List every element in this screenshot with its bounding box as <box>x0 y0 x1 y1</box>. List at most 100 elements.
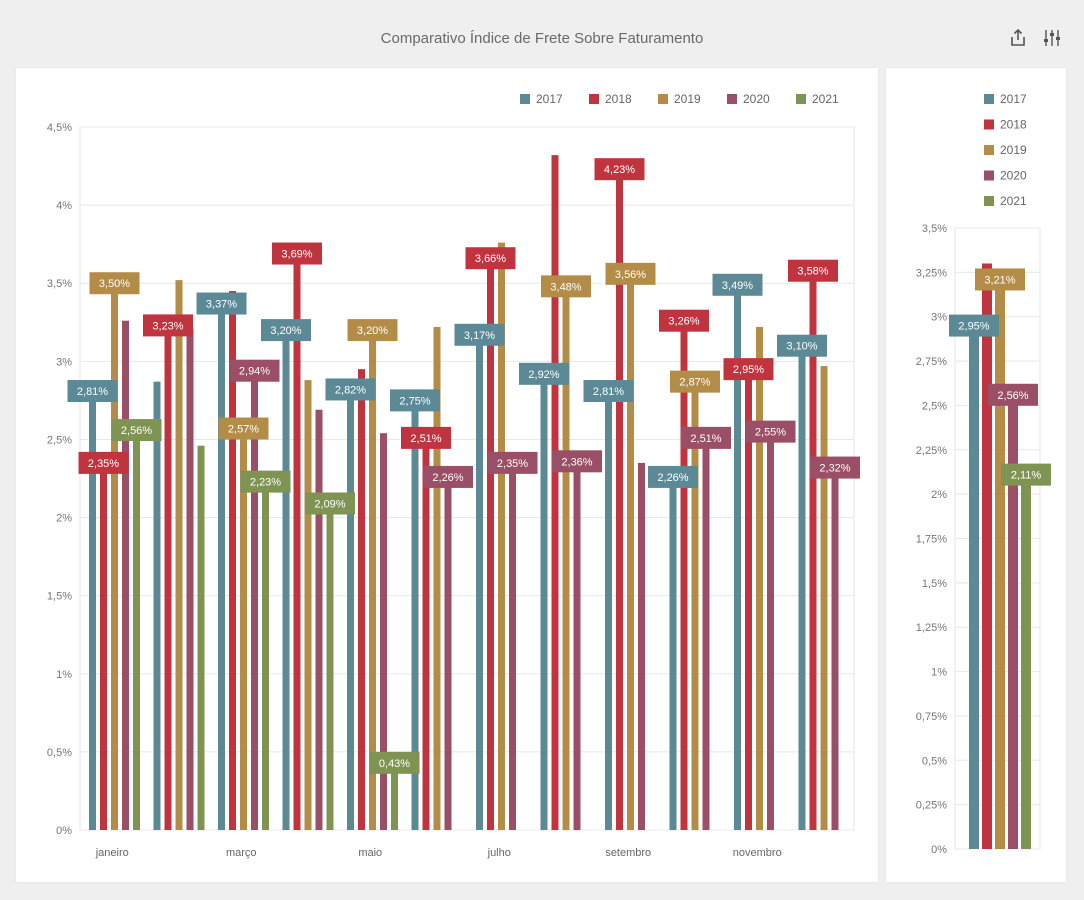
data-label: 2,87% <box>670 370 720 393</box>
y-tick-label: 2% <box>931 489 947 501</box>
y-tick-label: 0,75% <box>916 711 947 723</box>
bar-2017-março <box>218 303 225 830</box>
data-label-box <box>261 319 311 342</box>
total-bar-chart: 0% 0,25% 0,5% 0,75% 1% 1,25% 1,5% 1,75% 2% 2,25% 2… <box>916 92 1051 856</box>
data-label: 3,48% <box>541 275 591 298</box>
data-label-box <box>712 273 763 296</box>
bar-2021-março <box>262 481 269 830</box>
data-label: 2,95% <box>723 358 774 381</box>
bar-2020-janeiro <box>122 320 129 830</box>
bar-2019-março <box>240 428 247 830</box>
data-label: 2,51% <box>401 426 451 449</box>
data-label-box <box>218 417 269 440</box>
data-label-text: 3,26% <box>668 316 699 328</box>
data-label-text: 3,56% <box>615 269 646 281</box>
data-label-box <box>583 380 634 403</box>
bar-2017-janeiro <box>89 391 96 830</box>
data-label-text: 3,37% <box>206 299 237 311</box>
bar-2018-novembro <box>745 369 752 830</box>
data-label: 2,11% <box>1001 463 1051 486</box>
bar-2021-abril <box>326 503 334 830</box>
data-label-text: 3,20% <box>357 325 388 337</box>
bar-2017-agosto <box>540 373 548 830</box>
export-button[interactable] <box>1006 26 1030 50</box>
data-label-box <box>390 389 440 412</box>
data-label-text: 2,23% <box>250 477 281 489</box>
legend-swatch-2020 <box>727 94 737 104</box>
data-label: 2,55% <box>745 420 796 443</box>
bar-2020-total <box>1008 394 1018 849</box>
monthly-bar-chart: 0% 0,5% 1% 1,5% 2% 2,5% 3% 3,5% 4% 4,5% janeiro mar… <box>47 92 860 859</box>
data-label-box <box>487 451 538 474</box>
bar-2018-agosto <box>551 155 559 830</box>
data-label-box <box>975 268 1025 291</box>
x-tick-label: setembro <box>605 847 651 859</box>
y-tick-label: 0,5% <box>47 747 72 759</box>
data-label-text: 2,56% <box>121 425 152 437</box>
bar-2019-julho <box>498 242 505 831</box>
bar-2017-setembro <box>605 391 612 830</box>
bar-2018-março <box>229 291 236 830</box>
data-label-box <box>605 262 656 285</box>
y-tick-label: 3% <box>56 356 72 368</box>
data-label: 3,17% <box>454 323 505 346</box>
bar-2017-maio <box>347 389 354 830</box>
data-label-text: 2,87% <box>679 377 710 389</box>
data-label-box <box>648 465 698 488</box>
data-label-text: 0,43% <box>379 758 410 770</box>
y-tick-label: 2,25% <box>916 445 947 457</box>
data-label: 2,23% <box>240 470 291 493</box>
data-label-box <box>1001 463 1051 486</box>
y-tick-label: 3% <box>931 312 947 324</box>
data-label-box <box>325 378 376 401</box>
data-label-box <box>347 319 398 342</box>
data-label-box <box>305 492 355 515</box>
bar-2018-fevereiro <box>164 325 172 830</box>
x-tick-label: julho <box>487 847 511 859</box>
page-title: Comparativo Índice de Frete Sobre Fatura… <box>380 30 704 47</box>
bar-2018-setembro <box>616 169 623 830</box>
bar-2020-março <box>251 370 258 830</box>
bar-2018-junho <box>422 437 430 830</box>
data-label: 2,92% <box>519 362 569 385</box>
data-label-box <box>670 370 720 393</box>
data-label-box <box>196 292 247 315</box>
data-label-text: 2,56% <box>997 390 1028 402</box>
bar-2018-abril <box>293 253 301 831</box>
data-label-text: 3,58% <box>797 266 828 278</box>
data-label: 2,32% <box>810 456 860 479</box>
legend-label-2021: 2021 <box>1000 194 1027 208</box>
bar-2019-setembro <box>627 273 634 830</box>
data-label-box <box>949 314 999 337</box>
data-label-text: 4,23% <box>604 164 635 176</box>
data-label: 2,81% <box>583 380 634 403</box>
data-label-box <box>745 420 796 443</box>
data-label: 3,21% <box>975 268 1025 291</box>
bar-2017-julho <box>476 334 483 830</box>
data-label: 2,35% <box>78 451 129 474</box>
bar-2017-dezembro <box>798 345 806 830</box>
data-label: 2,56% <box>111 419 162 442</box>
data-label: 2,51% <box>681 426 731 449</box>
bar-2018-julho <box>487 258 494 830</box>
data-label-text: 2,94% <box>239 366 270 378</box>
settings-button[interactable] <box>1040 26 1064 50</box>
bar-2020-dezembro <box>831 467 839 830</box>
data-label-box <box>723 358 774 381</box>
legend-label-2017: 2017 <box>1000 92 1027 106</box>
data-label-box <box>229 359 280 382</box>
bar-2020-outubro <box>702 437 710 830</box>
data-label: 4,23% <box>594 158 645 181</box>
data-label: 3,23% <box>143 314 193 337</box>
bar-2017-novembro <box>734 284 741 830</box>
data-label-text: 2,36% <box>561 456 592 468</box>
data-label: 3,49% <box>712 273 763 296</box>
data-label-box <box>111 419 162 442</box>
bar-2020-abril <box>315 409 323 830</box>
data-label: 2,26% <box>423 465 473 488</box>
y-tick-label: 2,5% <box>47 434 72 446</box>
data-label: 3,56% <box>605 262 656 285</box>
data-label-text: 2,92% <box>528 369 559 381</box>
data-label-text: 2,32% <box>819 463 850 475</box>
bar-2018-janeiro <box>100 462 107 830</box>
